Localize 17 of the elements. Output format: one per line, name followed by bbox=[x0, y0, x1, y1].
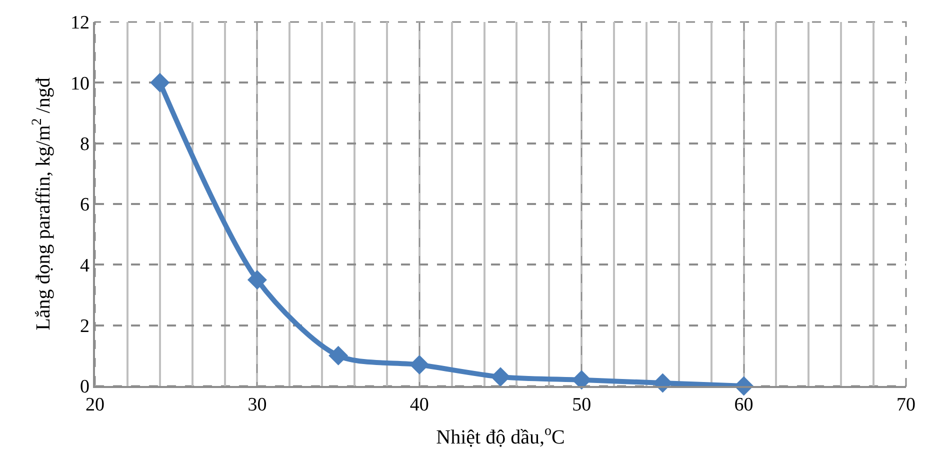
y-tick-label: 6 bbox=[80, 194, 90, 216]
x-tick-label: 40 bbox=[410, 394, 429, 416]
x-tick-label: 50 bbox=[572, 394, 592, 416]
y-tick-label: 4 bbox=[80, 255, 90, 276]
x-tick-label: 60 bbox=[734, 394, 754, 416]
x-tick-label: 70 bbox=[896, 394, 916, 416]
x-tick-label: 30 bbox=[248, 394, 267, 416]
point bbox=[150, 72, 170, 92]
point bbox=[410, 355, 430, 375]
y-tick-label: 2 bbox=[80, 316, 90, 337]
point bbox=[490, 367, 510, 387]
point bbox=[247, 270, 267, 290]
x-axis-title: Nhiệt độ dầu,$^{o}$C bbox=[436, 424, 565, 449]
y-tick-label: 10 bbox=[70, 73, 90, 94]
y-tick-label: 12 bbox=[70, 12, 90, 34]
y-tick-label: 8 bbox=[80, 134, 90, 155]
point bbox=[328, 346, 348, 366]
